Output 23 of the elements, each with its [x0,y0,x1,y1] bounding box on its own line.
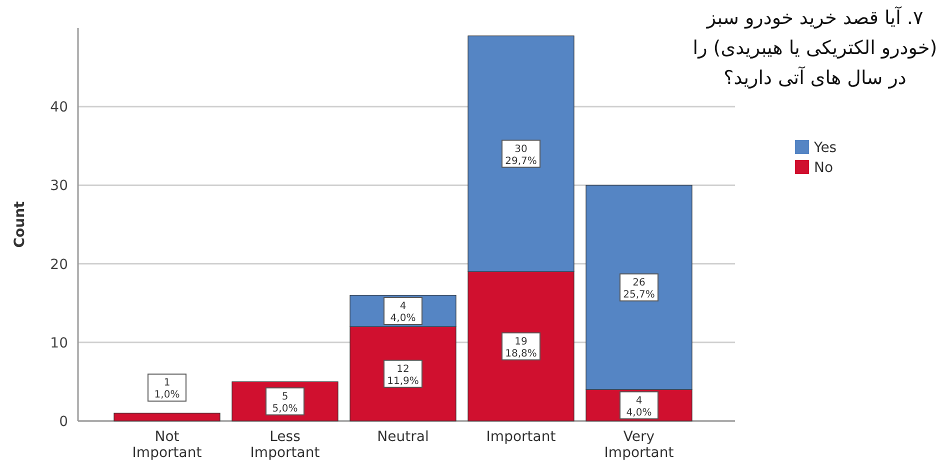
y-tick-label: 40 [50,100,68,116]
data-label: 12 11,9% [387,364,419,387]
data-label: 1 1,0% [154,378,180,401]
data-label: 4 4,0% [626,395,652,418]
data-label: 4 4,0% [390,300,416,324]
x-tick-label: Neutral [377,429,429,445]
legend-label: No [814,160,834,176]
x-tick-label: Not Important [132,429,202,461]
data-label: 19 18,8% [505,336,537,360]
data-label: 30 29,7% [505,144,537,167]
y-tick-label: 20 [50,256,68,273]
y-axis-title: Count [12,200,28,248]
data-label: 5 5,0% [272,391,298,414]
x-tick-label: Important [486,429,556,445]
bar [114,412,220,422]
y-tick-label: 0 [59,414,68,430]
legend-label: Yes [813,140,837,156]
x-tick-label: Very Important [604,429,674,461]
x-tick-label: Less Important [250,429,320,461]
text: ۷. آیا قصد خرید خودرو سبز (خودرو الکتریکی یا هیبریدی) را در سال های آتی دارید؟ [692,6,938,89]
data-label: 26 25,7% [623,277,655,300]
y-tick-label: 30 [50,178,68,194]
y-tick-label: 10 [50,335,68,352]
